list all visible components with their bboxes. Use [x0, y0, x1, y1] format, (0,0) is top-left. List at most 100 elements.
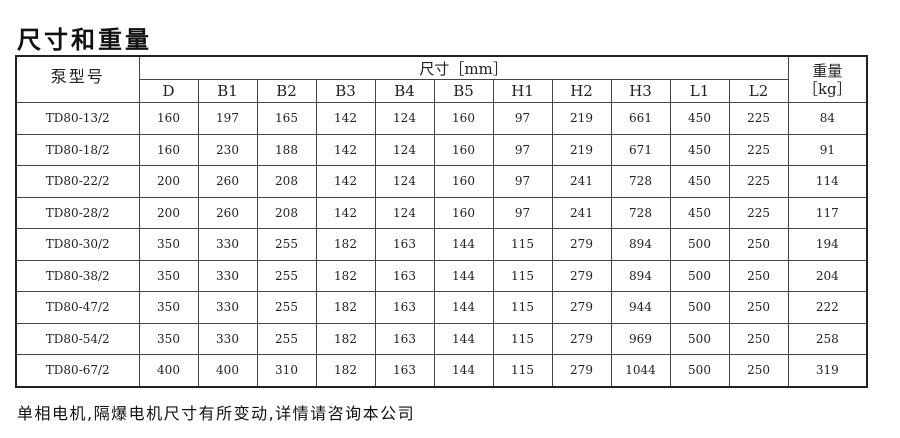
table-row: TD80-67/2 400 400 310 182 163 144 115 279 1044 500…: [15, 354, 868, 387]
cell-h2: 241: [551, 196, 612, 229]
weight-cell: 258: [787, 322, 868, 355]
model-cell: TD80-67/2: [15, 354, 140, 387]
column-header-l2: L2: [728, 79, 789, 103]
cell-h2: 279: [551, 354, 612, 387]
weight-cell: 319: [787, 354, 868, 387]
weight-cell: 84: [787, 102, 868, 135]
weight-cell: 91: [787, 133, 868, 166]
cell-l1: 450: [669, 102, 730, 135]
cell-b4: 124: [374, 196, 435, 229]
cell-d: 350: [138, 228, 199, 261]
cell-b1: 330: [197, 228, 258, 261]
cell-h3: 671: [610, 133, 671, 166]
cell-h1: 97: [492, 196, 553, 229]
weight-label: 重量: [812, 61, 843, 80]
cell-l1: 500: [669, 228, 730, 261]
cell-h2: 219: [551, 133, 612, 166]
cell-b3: 142: [315, 165, 376, 198]
cell-h2: 241: [551, 165, 612, 198]
table-row: TD80-28/2 200 260 208 142 124 160 97 241 728 450 22…: [15, 196, 868, 229]
model-cell: TD80-22/2: [15, 165, 140, 198]
model-cell: TD80-30/2: [15, 228, 140, 261]
cell-h2: 279: [551, 228, 612, 261]
cell-h3: 969: [610, 322, 671, 355]
header-row-1: 泵型号 尺寸［mm］ 重量 ［kg］: [15, 55, 868, 103]
cell-b4: 124: [374, 133, 435, 166]
cell-b5: 144: [433, 291, 494, 324]
cell-l2: 250: [728, 228, 789, 261]
cell-b2: 255: [256, 228, 317, 261]
cell-b5: 160: [433, 133, 494, 166]
cell-d: 400: [138, 354, 199, 387]
cell-b1: 260: [197, 196, 258, 229]
cell-l2: 225: [728, 165, 789, 198]
cell-l1: 500: [669, 322, 730, 355]
cell-h1: 97: [492, 102, 553, 135]
cell-d: 160: [138, 102, 199, 135]
cell-b3: 182: [315, 259, 376, 292]
cell-b2: 255: [256, 259, 317, 292]
cell-l1: 450: [669, 196, 730, 229]
cell-l1: 500: [669, 259, 730, 292]
cell-h2: 279: [551, 291, 612, 324]
cell-b2: 208: [256, 165, 317, 198]
cell-l2: 250: [728, 259, 789, 292]
cell-l2: 250: [728, 354, 789, 387]
cell-h3: 1044: [610, 354, 671, 387]
cell-b3: 142: [315, 102, 376, 135]
table-row: TD80-47/2 350 330 255 182 163 144 115 279 944 500 2…: [15, 291, 868, 324]
cell-b5: 144: [433, 228, 494, 261]
cell-b3: 142: [315, 133, 376, 166]
model-cell: TD80-13/2: [15, 102, 140, 135]
weight-cell: 114: [787, 165, 868, 198]
cell-h1: 115: [492, 291, 553, 324]
cell-b1: 330: [197, 259, 258, 292]
cell-b4: 124: [374, 102, 435, 135]
cell-d: 350: [138, 259, 199, 292]
cell-d: 350: [138, 291, 199, 324]
cell-b1: 330: [197, 322, 258, 355]
cell-h1: 115: [492, 259, 553, 292]
cell-b3: 182: [315, 228, 376, 261]
cell-b5: 160: [433, 196, 494, 229]
cell-b1: 260: [197, 165, 258, 198]
footer-note: 单相电机,隔爆电机尺寸有所变动,详情请咨询本公司: [17, 404, 416, 423]
column-header-h1: H1: [492, 79, 553, 103]
table-row: TD80-54/2 350 330 255 182 163 144 115 279 969 500 2…: [15, 322, 868, 355]
cell-h3: 894: [610, 259, 671, 292]
model-cell: TD80-38/2: [15, 259, 140, 292]
cell-b4: 163: [374, 259, 435, 292]
cell-d: 200: [138, 196, 199, 229]
cell-h1: 115: [492, 322, 553, 355]
header-row-2: D B1 B2 B3 B4 B5 H1 H2 H3 L1 L2: [16, 79, 867, 103]
cell-l1: 500: [669, 291, 730, 324]
cell-h3: 661: [610, 102, 671, 135]
cell-b2: 255: [256, 322, 317, 355]
cell-h1: 97: [492, 133, 553, 166]
column-header-b2: B2: [256, 79, 317, 103]
cell-b2: 255: [256, 291, 317, 324]
column-header-b4: B4: [374, 79, 435, 103]
column-header-d: D: [138, 79, 199, 103]
cell-h1: 97: [492, 165, 553, 198]
model-cell: TD80-54/2: [15, 322, 140, 355]
cell-b4: 163: [374, 322, 435, 355]
cell-b5: 144: [433, 322, 494, 355]
cell-b1: 330: [197, 291, 258, 324]
cell-b2: 188: [256, 133, 317, 166]
weight-header: 重量 ［kg］: [787, 55, 868, 103]
model-cell: TD80-47/2: [15, 291, 140, 324]
cell-l1: 500: [669, 354, 730, 387]
model-header: 泵型号: [15, 55, 140, 103]
cell-b3: 182: [315, 354, 376, 387]
cell-b4: 124: [374, 165, 435, 198]
table-row: TD80-22/2 200 260 208 142 124 160 97 241 728 450 22…: [15, 165, 868, 198]
model-cell: TD80-28/2: [15, 196, 140, 229]
weight-cell: 117: [787, 196, 868, 229]
cell-d: 350: [138, 322, 199, 355]
weight-cell: 204: [787, 259, 868, 292]
cell-b1: 197: [197, 102, 258, 135]
cell-b5: 160: [433, 165, 494, 198]
cell-h1: 115: [492, 354, 553, 387]
cell-b3: 142: [315, 196, 376, 229]
